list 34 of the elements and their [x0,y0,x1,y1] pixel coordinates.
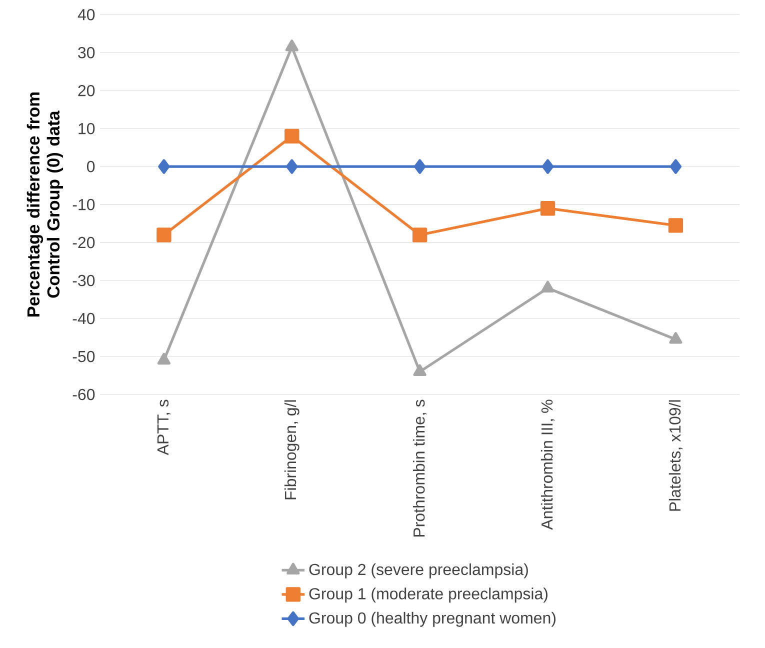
legend-label: Group 1 (moderate preeclampsia) [309,588,548,603]
y-tick-label: 40 [78,9,95,20]
y-tick-label: -10 [72,199,95,210]
point [540,201,556,216]
point [669,332,682,344]
y-axis-title: Percentage difference from Control Group (0) data [26,92,63,317]
point [156,228,172,242]
legend-label: Group 2 (severe preeclampsia) [309,564,528,578]
y-tick-label: -40 [72,313,95,324]
y-tick-label: -60 [72,388,95,400]
y-tick-label: 30 [78,47,95,58]
point [414,159,426,174]
x-tick-label: Platelets, x109/l [668,400,683,511]
y-tick-label: 10 [78,123,95,134]
point [286,159,298,174]
y-tick-label: -30 [72,275,95,286]
point [668,218,684,233]
x-tick-label: APTT, s [157,400,170,456]
point [542,159,554,174]
point [541,280,554,293]
point [670,159,682,174]
y-tick-label: 20 [78,85,95,96]
y-tick-label: -50 [72,350,95,362]
point [157,353,170,365]
point [284,129,300,144]
y-tick-label: -20 [72,237,95,248]
point [412,228,428,242]
x-tick-label: Antithrombin III, % [540,400,555,530]
point [413,364,426,376]
legend-label: Group 0 (healthy pregnant women) [309,612,556,627]
x-tick-label: Prothrombin time, s [413,400,427,537]
point [158,159,170,174]
y-tick-label: 0 [86,161,95,172]
x-tick-label: Fibrinogen, g/l [284,400,300,500]
